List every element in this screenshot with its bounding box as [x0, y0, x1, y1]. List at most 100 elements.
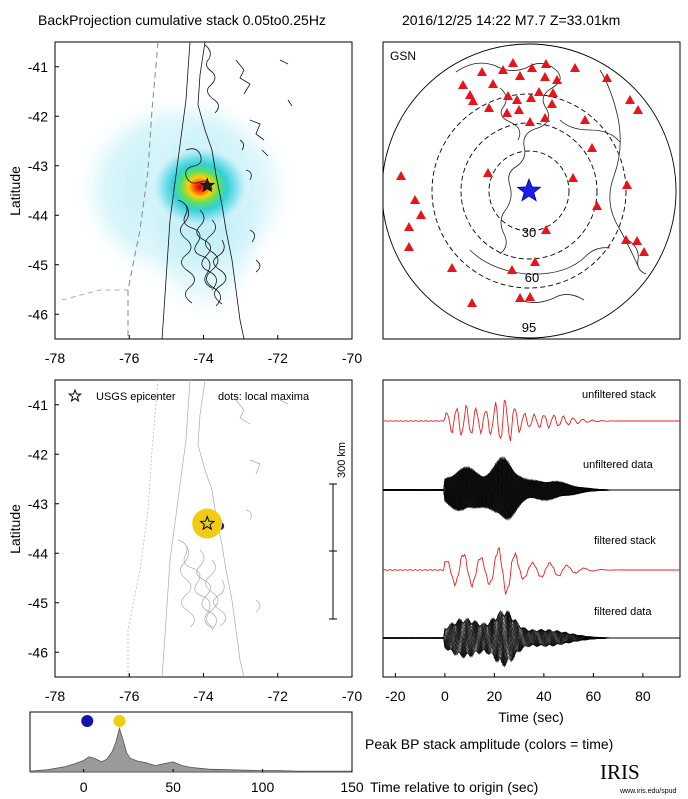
x-tick-label: -70 [342, 688, 362, 704]
station-triangle [503, 91, 513, 100]
y-tick-label: -45 [28, 257, 48, 273]
station-triangle [621, 235, 631, 244]
station-triangle [512, 95, 522, 104]
peak-amplitude-area [29, 726, 353, 773]
station-triangle [527, 63, 537, 72]
station-triangle [515, 71, 525, 80]
station-triangle [570, 63, 580, 72]
station-triangle [633, 105, 643, 114]
station-triangle [396, 171, 406, 180]
station-triangle [484, 103, 494, 112]
figure-title: BackProjection cumulative stack 0.05to0.… [38, 12, 326, 28]
y-tick-label: -44 [28, 545, 48, 561]
ring-label-30: 30 [522, 225, 536, 240]
station-triangle [416, 210, 426, 219]
axis-ticks: -78 -76 -74 -72 -70 -41 -42 -43 -44 -45 -46 -78 -76 -… [28, 59, 651, 795]
seismogram-xlabel: Time (sec) [498, 709, 564, 725]
y-tick-label: -42 [28, 446, 48, 462]
station-triangle [525, 117, 535, 126]
y-tick-label: -45 [28, 595, 48, 611]
maxima-panel: 300 km USGS epicenter dots: local maxima [54, 379, 353, 678]
filtered-stack-trace [383, 546, 680, 595]
gsn-epicenter-star [516, 177, 542, 202]
heatmap-ylabel: Latitude [7, 166, 23, 216]
y-tick-label: -41 [28, 397, 48, 413]
station-triangle [632, 236, 642, 245]
ring-label-95: 95 [522, 320, 536, 335]
station-triangle [540, 72, 550, 81]
station-triangle [404, 242, 414, 251]
peak-title: Peak BP stack amplitude (colors = time) [365, 736, 613, 752]
ridge-line [61, 289, 128, 301]
station-triangle [622, 180, 632, 189]
heatmap-panel [54, 41, 353, 340]
station-triangle [541, 225, 551, 234]
station-triangle [541, 59, 551, 68]
station-triangle [468, 96, 478, 105]
station-triangle [488, 79, 498, 88]
trace-label-unfiltered-data: unfiltered data [583, 459, 654, 471]
network-label: GSN [390, 49, 416, 63]
station-triangle [507, 265, 517, 274]
station-triangle [548, 88, 558, 97]
late-time-marker [113, 715, 126, 727]
seismogram-frame [382, 379, 681, 678]
station-triangle [447, 263, 457, 272]
peak-time-markers [81, 715, 126, 727]
epicenter-star [199, 177, 215, 193]
maxima-ylabel: Latitude [7, 504, 23, 554]
seis-x-tick-label: 80 [635, 688, 651, 704]
station-triangle [530, 257, 540, 266]
y-tick-label: -42 [28, 108, 48, 124]
maxima-epicenter-star [199, 515, 216, 531]
seismogram-traces [383, 399, 680, 668]
station-triangle [525, 292, 535, 301]
local-maxima-dots [192, 508, 225, 539]
y-tick-label: -43 [28, 158, 48, 174]
station-triangle [498, 65, 508, 74]
seis-x-tick-label: 60 [586, 688, 602, 704]
station-triangle [540, 113, 550, 122]
filtered-data-trace [383, 611, 680, 662]
station-triangle [639, 247, 649, 256]
trace-label-filtered-data: filtered data [594, 606, 652, 618]
event-info: 2016/12/25 14:22 M7.7 Z=33.01km [402, 12, 620, 28]
legend-star-label: USGS epicenter [96, 391, 176, 403]
seis-x-tick-label: -20 [385, 688, 405, 704]
legend-star-icon [67, 388, 83, 403]
y-tick-label: -44 [28, 207, 48, 223]
x-tick-label: -74 [193, 350, 213, 366]
station-triangle [467, 298, 477, 307]
peak-x-tick-label: 0 [80, 779, 88, 795]
x-tick-label: -76 [119, 688, 139, 704]
coastline [161, 42, 293, 339]
early-time-marker [81, 715, 94, 727]
station-triangle [508, 58, 518, 67]
station-triangle [568, 173, 578, 182]
iris-logo: IRIS www.iris.edu/spud [600, 760, 677, 795]
x-tick-label: -78 [45, 688, 65, 704]
x-tick-label: -70 [342, 350, 362, 366]
ring-label-60: 60 [525, 270, 539, 285]
peak-amplitude-panel [29, 711, 353, 773]
x-tick-label: -72 [268, 350, 288, 366]
station-triangle [514, 105, 524, 114]
station-triangle [534, 87, 544, 96]
heatmap-core [148, 143, 252, 231]
station-triangle [410, 195, 420, 204]
ring-95 [431, 93, 627, 289]
station-triangle [526, 93, 536, 102]
gsn-panel: 30 60 95 GSN [382, 41, 681, 340]
y-tick-label: -46 [28, 306, 48, 322]
x-tick-label: -72 [268, 688, 288, 704]
x-tick-label: -78 [45, 350, 65, 366]
station-triangle [602, 73, 612, 82]
ring-60 [460, 122, 598, 260]
trench-line-faint [127, 380, 159, 677]
y-tick-label: -43 [28, 496, 48, 512]
ring-30 [488, 150, 570, 232]
station-triangle [404, 222, 414, 231]
station-triangle [458, 80, 468, 89]
peak-x-tick-label: 100 [251, 779, 275, 795]
